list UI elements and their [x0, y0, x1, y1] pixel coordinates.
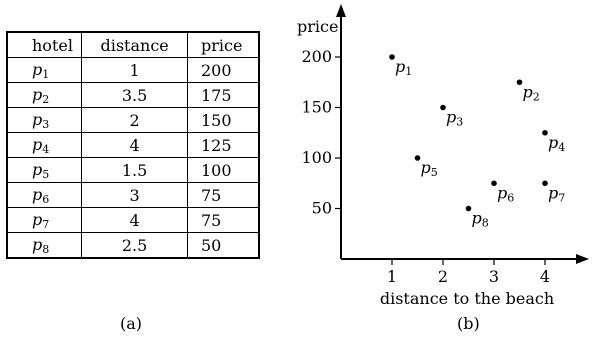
distance-cell: 3.5: [81, 82, 188, 108]
price-cell: 200: [187, 57, 259, 83]
data-point: [542, 129, 548, 136]
caption-b: (b): [457, 314, 480, 333]
price-cell: 175: [187, 82, 259, 108]
x-axis-arrow-icon: [576, 254, 589, 264]
x-tick-label: 3: [489, 267, 499, 286]
x-tick-label: 1: [387, 267, 397, 286]
hotel-cell: p3: [7, 107, 83, 133]
caption-a: (a): [120, 314, 143, 333]
price-cell: 125: [187, 132, 259, 158]
x-tick-label: 2: [438, 267, 448, 286]
distance-cell: 2.5: [81, 232, 188, 258]
table-header-row: hotel distance price: [7, 32, 259, 58]
distance-cell: 2: [81, 107, 188, 133]
table-row: p2 3.5 175: [7, 82, 259, 108]
hotel-symbol: p: [32, 234, 43, 254]
hotel-index: 4: [42, 142, 50, 156]
hotel-symbol: p: [32, 209, 43, 229]
hotel-cell: p4: [7, 132, 83, 158]
hotel-cell: p6: [7, 182, 83, 208]
x-axis-label: distance to the beach: [380, 289, 554, 308]
data-point: [491, 180, 497, 187]
y-tick-label: 200: [301, 47, 332, 66]
y-tick-label: 100: [301, 148, 332, 167]
hotel-index: 2: [42, 92, 50, 106]
header-distance: distance: [81, 32, 188, 58]
point-label: p5: [421, 158, 438, 179]
header-price: price: [187, 32, 259, 58]
data-point: [440, 104, 446, 111]
price-cell: 50: [201, 235, 222, 255]
y-axis-label: price: [297, 17, 338, 36]
price-cell: 75: [187, 207, 259, 233]
data-point: [465, 205, 472, 212]
hotel-index: 5: [42, 167, 50, 181]
point-label: p1: [395, 57, 412, 78]
hotel-table: hotel distance price p1 1 200 p2 3.5 175 p3 2 15…: [6, 31, 260, 259]
table-row: p1 1 200: [7, 57, 259, 83]
distance-cell: 4: [81, 132, 188, 158]
point-label: p2: [523, 82, 540, 103]
hotel-cell: p8: [7, 232, 83, 258]
header-hotel: hotel: [7, 32, 83, 58]
x-tick-label: 4: [540, 267, 550, 286]
hotel-symbol: p: [32, 134, 43, 154]
table-body: p1 1 200 p2 3.5 175 p3 2 150 p4 4 125 p5 1.5 100 p6 3 75 p…: [7, 57, 259, 258]
point-label: p4: [548, 133, 565, 154]
distance-cell: 1.5: [81, 157, 188, 183]
hotel-symbol: p: [32, 84, 43, 104]
point-label: p7: [548, 183, 565, 204]
data-point: [516, 79, 523, 86]
data-point: [414, 155, 421, 161]
hotel-symbol: p: [32, 184, 43, 204]
hotel-index: 3: [42, 117, 50, 131]
point-label: p6: [497, 183, 514, 204]
hotel-index: 8: [42, 242, 50, 256]
distance-cell: 4: [81, 207, 188, 233]
hotel-index: 7: [42, 217, 50, 231]
hotel-cell: p7: [7, 207, 83, 233]
table-row: p4 4 125: [7, 132, 259, 158]
data-point: [389, 54, 395, 60]
point-label: p8: [472, 209, 489, 230]
table-row: p5 1.5 100: [7, 157, 259, 183]
table-row: p8 2.5 50: [7, 232, 259, 258]
data-point: [542, 180, 548, 187]
y-tick-label: 50: [312, 199, 332, 218]
price-cell: 100: [187, 157, 259, 183]
hotel-symbol: p: [32, 59, 43, 79]
hotel-symbol: p: [32, 109, 43, 129]
y-axis-arrow-icon: [336, 4, 346, 17]
hotel-cell: p5: [7, 157, 83, 183]
distance-cell: 1: [81, 57, 188, 83]
y-tick-label: 150: [301, 98, 332, 117]
price-cell: 75: [187, 182, 259, 208]
table-row: p7 4 75: [7, 207, 259, 233]
hotel-symbol: p: [32, 159, 43, 179]
hotel-cell: p2: [7, 82, 83, 108]
hotel-index: 1: [42, 67, 50, 81]
price-cell: 150: [187, 107, 259, 133]
point-label: p3: [446, 108, 463, 129]
table-row: p6 3 75: [7, 182, 259, 208]
hotel-cell: p1: [7, 57, 83, 83]
hotel-index: 6: [42, 192, 50, 206]
distance-cell: 3: [81, 182, 188, 208]
table-row: p3 2 150: [7, 107, 259, 133]
